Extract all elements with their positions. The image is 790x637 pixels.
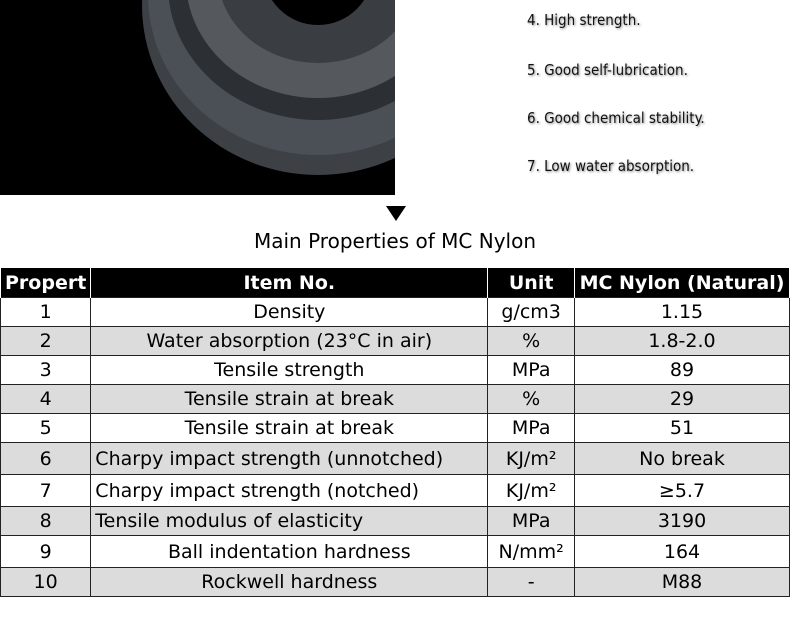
header-cell: MC Nylon (Natural)	[574, 268, 790, 298]
down-arrow	[386, 206, 406, 221]
table-cell: %	[487, 384, 575, 414]
table-cell: No break	[574, 442, 790, 475]
header-cell: Propert	[0, 268, 92, 298]
table-cell: Charpy impact strength (unnotched)	[90, 442, 489, 475]
table-row: 9 Ball indentation hardness N/mm² 164	[0, 535, 790, 568]
table-cell: Ball indentation hardness	[90, 535, 489, 568]
table-cell: Water absorption (23°C in air)	[90, 326, 489, 356]
section-title: Main Properties of MC Nylon	[253, 229, 536, 253]
table-cell: 2	[0, 326, 92, 356]
table-row: 3 Tensile strength MPa 89	[0, 355, 790, 385]
table-cell: MPa	[487, 355, 575, 385]
table-cell: 3190	[574, 506, 790, 536]
table-cell: 89	[574, 355, 790, 385]
table-cell: 7	[0, 474, 92, 507]
table-row: 1 Density g/cm3 1.15	[0, 297, 790, 327]
table-cell: 6	[0, 442, 92, 475]
table-cell: Charpy impact strength (notched)	[90, 474, 489, 507]
table-cell: Tensile strain at break	[90, 413, 489, 443]
table-cell: 29	[574, 384, 790, 414]
table-cell: 4	[0, 384, 92, 414]
table-cell: Density	[90, 297, 489, 327]
table-cell: 3	[0, 355, 92, 385]
table-cell: 5	[0, 413, 92, 443]
table-cell: ≥5.7	[574, 474, 790, 507]
table-cell: 164	[574, 535, 790, 568]
table-cell: -	[487, 567, 575, 597]
table-row: 4 Tensile strain at break% 29	[0, 384, 790, 414]
table-cell: g/cm3	[487, 297, 575, 327]
table-row: 2 Water absorption (23°C in air)% 1.8-2.0	[0, 326, 790, 356]
table-row: 6 Charpy impact strength (unnotched) KJ/m²…	[0, 442, 790, 475]
table-row: 8 Tensile modulus of elasticity MPa 3190	[0, 506, 790, 536]
table-cell: 1	[0, 297, 92, 327]
table-cell: Rockwell hardness	[90, 567, 489, 597]
table-cell: 1.15	[574, 297, 790, 327]
product-photo	[0, 0, 395, 195]
feature: 5. Good self-lubrication.	[527, 61, 688, 79]
table-row: 5 Tensile strain at break MPa 51	[0, 413, 790, 443]
header-cell: Item No.	[90, 268, 489, 298]
header-cell: Unit	[487, 268, 575, 298]
pulley-image	[142, 0, 395, 175]
table-cell: Tensile strength	[90, 355, 489, 385]
table-row: 7 Charpy impact strength (notched) KJ/m² ≥5…	[0, 474, 790, 507]
header-row: Propert Item No. Unit MC Nylon (Natural)	[0, 268, 790, 298]
table-body: 1 Density g/cm3 1.15 2 Water absorption (23°C…	[0, 297, 790, 597]
table-cell: M88	[574, 567, 790, 597]
table-cell: Tensile strain at break	[90, 384, 489, 414]
table-cell: N/mm²	[487, 535, 575, 568]
table-cell: KJ/m²	[487, 474, 575, 507]
table-cell: KJ/m²	[487, 442, 575, 475]
feature: 7. Low water absorption.	[527, 157, 695, 175]
table-cell: MPa	[487, 413, 575, 443]
feature: 6. Good chemical stability.	[527, 109, 705, 127]
table-row: 10 Rockwell hardness - M88	[0, 567, 790, 597]
table-cell: MPa	[487, 506, 575, 536]
table-cell: Tensile modulus of elasticity	[90, 506, 489, 536]
table-cell: 9	[0, 535, 92, 568]
table-cell: 51	[574, 413, 790, 443]
table-cell: %	[487, 326, 575, 356]
table-cell: 10	[0, 567, 92, 597]
feature: 4. High strength.	[527, 11, 641, 29]
table-cell: 1.8-2.0	[574, 326, 790, 356]
table-cell: 8	[0, 506, 92, 536]
